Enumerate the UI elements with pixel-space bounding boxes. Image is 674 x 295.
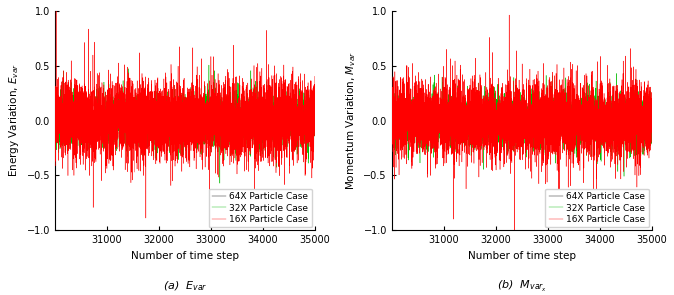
Text: (a)  $E_{var}$: (a) $E_{var}$	[162, 279, 207, 293]
16X Particle Case	[142, 216, 150, 220]
X-axis label: Number of time step: Number of time step	[131, 250, 239, 260]
32X Particle Case	[245, 108, 253, 112]
16X Particle Case	[388, 118, 396, 121]
16X Particle Case	[544, 138, 552, 142]
64X Particle Case	[648, 114, 656, 118]
Line: 64X Particle Case: 64X Particle Case	[392, 100, 652, 143]
32X Particle Case	[150, 129, 158, 133]
16X Particle Case	[601, 119, 609, 123]
32X Particle Case	[51, 124, 59, 127]
32X Particle Case	[648, 109, 656, 113]
Line: 16X Particle Case: 16X Particle Case	[392, 15, 652, 233]
16X Particle Case	[52, 1, 60, 4]
16X Particle Case	[582, 115, 590, 118]
32X Particle Case	[544, 98, 552, 102]
32X Particle Case	[98, 128, 106, 132]
16X Particle Case	[220, 138, 228, 142]
32X Particle Case	[620, 175, 628, 178]
16X Particle Case	[245, 107, 253, 111]
16X Particle Case	[505, 13, 513, 17]
Legend: 64X Particle Case, 32X Particle Case, 16X Particle Case: 64X Particle Case, 32X Particle Case, 16…	[545, 189, 649, 227]
64X Particle Case	[311, 116, 319, 119]
Y-axis label: Momentum Variation, $M_{var}$: Momentum Variation, $M_{var}$	[344, 51, 358, 190]
16X Particle Case	[435, 126, 443, 129]
Line: 64X Particle Case: 64X Particle Case	[55, 100, 315, 150]
64X Particle Case	[544, 122, 552, 125]
32X Particle Case	[207, 120, 215, 124]
64X Particle Case	[601, 117, 609, 120]
64X Particle Case	[435, 112, 443, 115]
64X Particle Case	[582, 110, 590, 114]
16X Particle Case	[207, 120, 215, 124]
Y-axis label: Energy Variation, $E_{var}$: Energy Variation, $E_{var}$	[7, 64, 21, 178]
64X Particle Case	[487, 113, 495, 117]
32X Particle Case	[220, 158, 228, 162]
32X Particle Case	[557, 122, 565, 126]
64X Particle Case	[132, 98, 140, 102]
16X Particle Case	[51, 87, 59, 90]
32X Particle Case	[388, 114, 396, 117]
64X Particle Case	[265, 120, 273, 123]
16X Particle Case	[150, 121, 158, 124]
64X Particle Case	[98, 117, 106, 120]
32X Particle Case	[487, 132, 495, 136]
X-axis label: Number of time step: Number of time step	[468, 250, 576, 260]
16X Particle Case	[648, 105, 656, 109]
32X Particle Case	[582, 134, 590, 137]
16X Particle Case	[557, 127, 565, 131]
32X Particle Case	[311, 117, 319, 120]
Legend: 64X Particle Case, 32X Particle Case, 16X Particle Case: 64X Particle Case, 32X Particle Case, 16…	[208, 189, 312, 227]
16X Particle Case	[98, 128, 106, 131]
16X Particle Case	[311, 75, 319, 78]
32X Particle Case	[601, 131, 609, 135]
64X Particle Case	[207, 121, 215, 124]
32X Particle Case	[265, 112, 273, 116]
16X Particle Case	[510, 231, 518, 235]
64X Particle Case	[220, 113, 228, 117]
64X Particle Case	[388, 120, 396, 124]
Text: (b)  $M_{var_x}$: (b) $M_{var_x}$	[497, 279, 547, 294]
Line: 16X Particle Case: 16X Particle Case	[55, 3, 315, 218]
Line: 32X Particle Case: 32X Particle Case	[392, 73, 652, 176]
32X Particle Case	[216, 181, 224, 185]
64X Particle Case	[557, 134, 565, 138]
32X Particle Case	[613, 72, 621, 75]
64X Particle Case	[150, 113, 158, 117]
32X Particle Case	[205, 63, 213, 67]
64X Particle Case	[444, 98, 452, 101]
16X Particle Case	[487, 98, 495, 101]
64X Particle Case	[245, 122, 253, 125]
32X Particle Case	[435, 116, 443, 120]
64X Particle Case	[51, 110, 59, 114]
Line: 32X Particle Case: 32X Particle Case	[55, 65, 315, 183]
16X Particle Case	[265, 109, 273, 113]
64X Particle Case	[290, 148, 299, 151]
64X Particle Case	[613, 141, 621, 145]
